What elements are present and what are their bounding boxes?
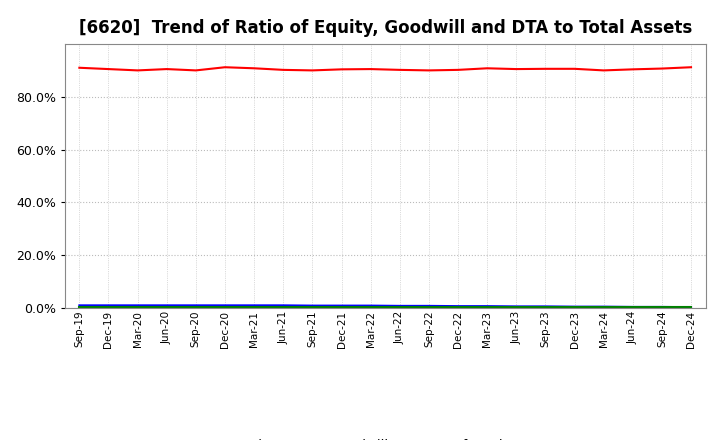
Goodwill <box>163 303 171 308</box>
Goodwill <box>541 304 550 309</box>
Deferred Tax Assets <box>192 304 200 310</box>
Line: Equity: Equity <box>79 67 691 70</box>
Goodwill <box>308 303 317 308</box>
Equity <box>104 66 113 72</box>
Deferred Tax Assets <box>425 304 433 310</box>
Equity <box>512 66 521 72</box>
Goodwill <box>220 303 229 308</box>
Deferred Tax Assets <box>395 304 404 310</box>
Goodwill <box>395 303 404 308</box>
Deferred Tax Assets <box>337 304 346 310</box>
Deferred Tax Assets <box>104 304 113 310</box>
Deferred Tax Assets <box>483 304 492 310</box>
Equity <box>454 67 462 73</box>
Legend: Equity, Goodwill, Deferred Tax Assets: Equity, Goodwill, Deferred Tax Assets <box>189 433 582 440</box>
Deferred Tax Assets <box>133 304 142 310</box>
Equity <box>687 65 696 70</box>
Goodwill <box>366 303 375 308</box>
Equity <box>337 67 346 72</box>
Deferred Tax Assets <box>163 304 171 310</box>
Goodwill <box>570 304 579 309</box>
Line: Goodwill: Goodwill <box>79 305 691 307</box>
Goodwill <box>687 304 696 310</box>
Goodwill <box>454 304 462 309</box>
Deferred Tax Assets <box>657 304 666 310</box>
Deferred Tax Assets <box>570 304 579 310</box>
Deferred Tax Assets <box>541 304 550 310</box>
Goodwill <box>599 304 608 309</box>
Goodwill <box>75 303 84 308</box>
Equity <box>308 68 317 73</box>
Deferred Tax Assets <box>75 304 84 310</box>
Deferred Tax Assets <box>599 304 608 310</box>
Deferred Tax Assets <box>629 304 637 310</box>
Equity <box>250 66 258 71</box>
Equity <box>483 66 492 71</box>
Equity <box>629 67 637 72</box>
Equity <box>279 67 287 73</box>
Equity <box>657 66 666 71</box>
Equity <box>163 66 171 72</box>
Equity <box>395 67 404 73</box>
Deferred Tax Assets <box>454 304 462 310</box>
Equity <box>599 68 608 73</box>
Deferred Tax Assets <box>308 304 317 310</box>
Equity <box>133 68 142 73</box>
Deferred Tax Assets <box>512 304 521 310</box>
Goodwill <box>250 303 258 308</box>
Deferred Tax Assets <box>366 304 375 310</box>
Equity <box>192 68 200 73</box>
Equity <box>366 66 375 72</box>
Goodwill <box>657 304 666 310</box>
Title: [6620]  Trend of Ratio of Equity, Goodwill and DTA to Total Assets: [6620] Trend of Ratio of Equity, Goodwil… <box>78 19 692 37</box>
Goodwill <box>425 303 433 308</box>
Deferred Tax Assets <box>687 304 696 310</box>
Equity <box>220 65 229 70</box>
Goodwill <box>483 304 492 309</box>
Goodwill <box>629 304 637 310</box>
Equity <box>75 65 84 70</box>
Goodwill <box>279 303 287 308</box>
Deferred Tax Assets <box>250 304 258 310</box>
Goodwill <box>337 303 346 308</box>
Goodwill <box>512 304 521 309</box>
Deferred Tax Assets <box>279 304 287 310</box>
Equity <box>425 68 433 73</box>
Goodwill <box>104 303 113 308</box>
Equity <box>570 66 579 71</box>
Deferred Tax Assets <box>220 304 229 310</box>
Equity <box>541 66 550 71</box>
Goodwill <box>192 303 200 308</box>
Goodwill <box>133 303 142 308</box>
